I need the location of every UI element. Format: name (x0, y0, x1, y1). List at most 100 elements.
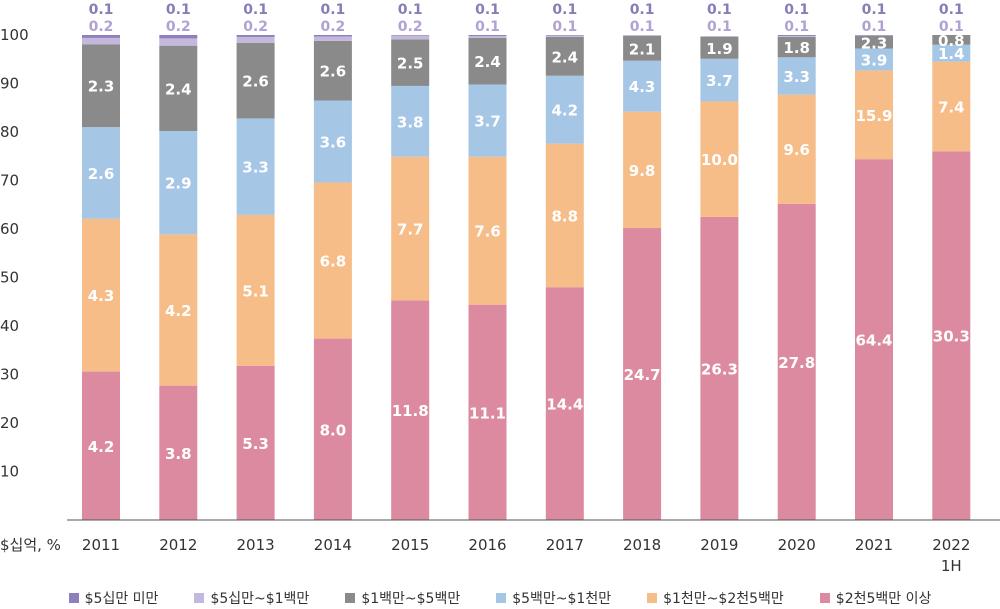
bar-segment (623, 60, 662, 112)
x-tick-label: 2020 (778, 536, 816, 554)
bar-segment (159, 35, 198, 39)
data-label: 7.6 (474, 223, 501, 241)
data-label: 3.7 (706, 72, 733, 90)
legend-label: $2천5백만 이상 (835, 591, 932, 607)
bar-segment (855, 159, 893, 520)
data-label: 2.6 (88, 165, 115, 183)
bar-segment (932, 44, 971, 62)
bar-segment (313, 100, 352, 183)
data-label: 0.2 (243, 19, 268, 35)
data-label: 0.1 (475, 2, 500, 18)
bar-segment (391, 156, 430, 301)
data-label: 24.7 (624, 366, 661, 384)
bar-segment (777, 35, 816, 36)
x-axis: 2011 2012 2013 2014 2015 2016 2017 2018 2019 2020… (82, 536, 970, 575)
data-label: 0.1 (320, 2, 345, 18)
legend-swatch (496, 593, 507, 603)
y-tick-label: 100 (0, 26, 29, 44)
x-tick-label: 2015 (391, 536, 429, 554)
bar-segment (159, 45, 198, 132)
legend-label: $5십만 미만 (84, 591, 159, 607)
bar-segment (82, 218, 120, 372)
data-label: 3.9 (861, 51, 888, 69)
legend-swatch (345, 593, 356, 603)
bar-segment (82, 127, 120, 219)
data-label: 11.1 (469, 404, 506, 422)
bar-segment (468, 304, 507, 520)
bar-segment (468, 156, 507, 305)
data-label: 0.1 (398, 2, 423, 18)
data-label: 5.1 (242, 282, 269, 300)
data-label: 3.8 (397, 113, 424, 131)
bar-segment (777, 57, 816, 95)
bars: 4.2 4.3 2.6 2.3 3.8 4.2 2.9 2.4 5.3 5.1 3.3 2.6 8.0 6… (82, 32, 971, 520)
bar-segment (236, 365, 275, 520)
legend-label: $5백만~$1천만 (512, 591, 612, 607)
data-label: 7.7 (397, 221, 424, 239)
data-label: 0.1 (243, 2, 268, 18)
data-label: 0.1 (707, 19, 732, 35)
legend-item: $5십만~$1백만 (194, 589, 309, 607)
bar-segment (932, 35, 971, 45)
bar-segment (623, 35, 662, 36)
bar-segment (777, 36, 816, 58)
y-tick-label: 90 (0, 75, 19, 93)
data-label: 3.8 (165, 445, 192, 463)
bar-segment (545, 287, 584, 520)
data-label: 11.8 (392, 402, 429, 420)
data-label: 2.6 (320, 63, 347, 81)
x-tick-label: 2017 (546, 536, 584, 554)
legend-item: $5십만 미만 (68, 589, 159, 607)
y-tick-label: 20 (0, 414, 19, 432)
data-label: 0.1 (89, 2, 114, 18)
legend-label: $1천만~$2천5백만 (663, 591, 784, 607)
data-label: 3.7 (474, 113, 501, 131)
data-label: 3.6 (320, 133, 347, 151)
bar-segment (159, 385, 198, 520)
x-tick-label: 2013 (237, 536, 275, 554)
bar-segment (932, 61, 971, 152)
x-tick-label: 2011 (82, 536, 120, 554)
data-label: 1.9 (706, 40, 733, 58)
data-label: 4.3 (88, 287, 115, 305)
bar-segment (468, 37, 507, 85)
data-label: 0.1 (862, 2, 887, 18)
data-label: 7.4 (938, 99, 965, 117)
bar-segment (82, 35, 120, 38)
bar-segment (855, 70, 893, 160)
y-unit-label: $십억, % (0, 536, 61, 554)
legend-item: $1백만~$5백만 (345, 589, 460, 607)
data-label: 0.1 (939, 2, 964, 18)
legend-label: $5십만~$1백만 (210, 591, 310, 607)
data-label: 3.3 (242, 159, 269, 177)
x-tick-label: 1H (941, 557, 962, 575)
bar-segment (82, 44, 120, 128)
bar-segment (313, 338, 352, 520)
bar-segment (545, 36, 584, 76)
data-label: 6.8 (320, 253, 347, 271)
data-label: 15.9 (855, 107, 892, 125)
data-label: 2.6 (242, 73, 269, 91)
legend-item: $2천5백만 이상 (819, 589, 932, 607)
data-label: 0.1 (475, 19, 500, 35)
bar-segment (777, 94, 816, 204)
y-tick-label: 50 (0, 269, 19, 287)
y-tick-label: 30 (0, 366, 19, 384)
data-label: 2.4 (165, 80, 192, 98)
legend-swatch (194, 593, 205, 603)
y-tick-label: 60 (0, 220, 19, 238)
y-tick-label: 80 (0, 123, 19, 141)
bar-segment (700, 216, 739, 520)
bar-segment (391, 39, 430, 86)
bar-segment (700, 36, 739, 59)
data-label: 4.2 (88, 438, 115, 456)
bar-segment (623, 35, 662, 61)
data-label: 0.1 (939, 19, 964, 35)
data-label: 9.6 (783, 141, 810, 159)
bar-segment (545, 75, 584, 144)
bar-segment (545, 143, 584, 288)
data-label: 0.1 (784, 2, 809, 18)
data-label: 27.8 (778, 354, 815, 372)
bar-segment (777, 203, 816, 520)
data-label: 0.1 (166, 2, 191, 18)
